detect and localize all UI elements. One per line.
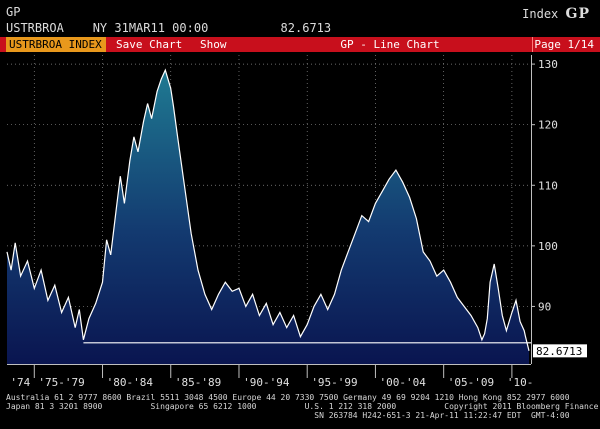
toolbar bbox=[0, 37, 600, 52]
x-tick-label: '90-'94 bbox=[243, 376, 290, 389]
index-gp-label: Index GP bbox=[522, 6, 590, 22]
header-last-value: 82.6713 bbox=[280, 21, 332, 35]
chart-title: GP - Line Chart bbox=[340, 38, 440, 51]
page-indicator[interactable]: Page 1/14 bbox=[532, 37, 598, 52]
y-tick-label: 110 bbox=[538, 179, 558, 192]
x-tick-label: '05-'09 bbox=[448, 376, 494, 389]
series-area bbox=[7, 70, 529, 364]
x-axis: '74 '75-'79 '80-'84 '85-'89 '90-'94 '95-'99 '0… bbox=[10, 364, 533, 389]
x-tick-label: '75-'79 bbox=[38, 376, 84, 389]
last-value-box bbox=[533, 344, 587, 358]
footer-contacts-1: Australia 61 2 9777 8600 Brazil 5511 304… bbox=[6, 393, 570, 402]
last-value-tag: 82.6713 bbox=[533, 344, 587, 358]
last-value-text: 82.6713 bbox=[536, 345, 582, 358]
header-ticker: USTRBROA bbox=[6, 21, 64, 35]
x-tick-label: '74 bbox=[10, 376, 30, 389]
x-tick-label: '00-'04 bbox=[380, 376, 427, 389]
footer-serial: SN 263784 H242-651-3 21-Apr-11 11:22:47 … bbox=[6, 411, 570, 420]
security-header: USTRBROA NY 31MAR11 00:00 82.6713 bbox=[6, 21, 331, 35]
gp-brand: GP bbox=[565, 6, 590, 22]
y-tick-label: 90 bbox=[538, 300, 551, 313]
index-label: Index bbox=[522, 7, 559, 21]
footer-contacts-2: Japan 81 3 3201 8900 Singapore 65 6212 1… bbox=[6, 402, 600, 411]
y-tick-label: 130 bbox=[538, 58, 558, 71]
y-axis: 90 100 110 120 130 bbox=[531, 58, 558, 313]
x-tick-label: '80-'84 bbox=[107, 376, 154, 389]
show-button[interactable]: Show bbox=[200, 38, 227, 51]
y-tick-label: 120 bbox=[538, 119, 558, 132]
function-code: GP bbox=[6, 5, 21, 19]
save-chart-button[interactable]: Save Chart bbox=[116, 38, 183, 51]
x-tick-label: '85-'89 bbox=[175, 376, 221, 389]
x-tick-label: '10- bbox=[507, 376, 534, 389]
series-line bbox=[6, 68, 530, 351]
ticker-tab[interactable]: USTRBROA INDEX bbox=[6, 37, 106, 52]
y-tick-label: 100 bbox=[538, 240, 558, 253]
x-tick-label: '95-'99 bbox=[311, 376, 357, 389]
header-timestamp: NY 31MAR11 00:00 bbox=[92, 21, 209, 35]
